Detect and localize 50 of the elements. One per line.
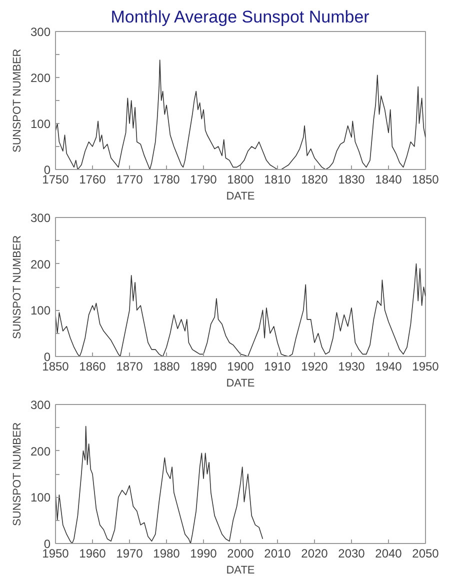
x-tick-label: 2000 [227,546,254,560]
x-tick-label: 1980 [153,546,180,560]
y-tick-label: 200 [30,71,51,85]
x-tick-label: 1860 [79,360,106,374]
x-tick-label: 1760 [79,172,106,186]
y-tick-label: 100 [30,490,51,505]
x-tick-label: 2030 [338,546,366,560]
x-tick-label: 1950 [42,546,70,560]
x-tick-label: 1850 [42,360,70,374]
y-axis-title: SUNSPOT NUMBER [11,235,24,339]
y-tick-label: 100 [30,117,51,131]
y-tick-label: 300 [30,211,51,225]
x-tick-label: 1770 [116,172,144,186]
x-tick-label: 2050 [412,546,440,560]
x-tick-label: 1910 [264,360,292,374]
chart-title: Monthly Average Sunspot Number [110,8,370,26]
x-tick-label: 1810 [264,172,292,186]
y-axis-title: SUNSPOT NUMBER [11,422,24,526]
x-tick-label: 1970 [116,546,144,560]
x-tick-label: 1830 [338,172,366,186]
x-tick-label: 1780 [153,172,180,186]
x-tick-label: 1880 [153,360,180,374]
x-tick-label: 1750 [42,172,70,186]
x-axis-title: DATE [226,564,255,576]
line-series [56,426,264,544]
x-tick-label: 1950 [412,360,440,374]
x-tick-label: 1900 [227,360,254,374]
y-axis-title: SUNSPOT NUMBER [11,48,24,152]
y-tick-label: 200 [30,444,51,458]
x-tick-label: 2040 [375,546,402,560]
x-tick-label: 1870 [116,360,144,374]
y-tick-label: 200 [30,257,51,272]
x-tick-label: 1940 [375,360,402,374]
x-tick-label: 1850 [412,172,440,186]
x-tick-label: 1790 [190,172,218,186]
x-axis-title: DATE [226,378,255,390]
x-axis-title: DATE [226,190,255,202]
y-tick-label: 100 [30,304,51,318]
x-tick-label: 1820 [301,172,328,186]
x-tick-label: 1990 [190,546,218,560]
x-tick-label: 2020 [301,546,328,560]
x-tick-label: 1960 [79,546,106,560]
y-tick-label: 300 [30,25,51,39]
x-tick-label: 2010 [264,546,292,560]
x-tick-label: 1840 [375,172,402,186]
y-tick-label: 300 [30,398,51,412]
x-tick-label: 1890 [190,360,218,374]
x-tick-label: 1930 [338,360,366,374]
x-tick-label: 1800 [227,172,254,186]
x-tick-label: 1920 [301,360,328,374]
